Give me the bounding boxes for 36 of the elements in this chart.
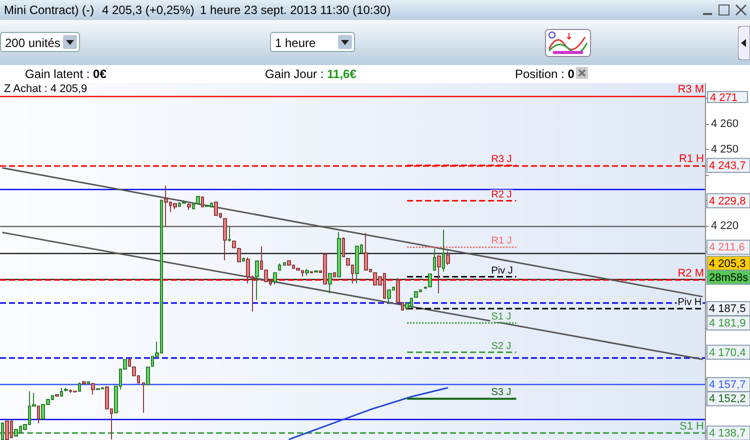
series-label: R3 J xyxy=(491,154,512,165)
text: Gain latent : 0€ xyxy=(25,67,106,81)
text: 4 271 xyxy=(707,91,748,104)
series-label: S2 J xyxy=(491,340,512,352)
annotation: 4 229,8 xyxy=(709,195,746,208)
ref-line-label: S1 H xyxy=(680,420,704,433)
text: 4 205,3 (+0,25%) xyxy=(102,3,194,17)
annotation: 4 181,9 xyxy=(709,317,746,330)
text: 1 heure xyxy=(275,36,316,50)
text: 200 unités xyxy=(5,36,60,50)
annotation: 4 170,4 xyxy=(709,346,746,359)
text: Position : 0 xyxy=(515,67,574,81)
series-label: Piv J xyxy=(491,265,513,276)
y-tick-label: 4 260 xyxy=(711,118,739,130)
y-tick-label: 4 250 xyxy=(711,143,739,156)
ref-line-label: R3 M xyxy=(678,83,704,96)
annotation: Z Achat : 4 205,9 xyxy=(4,83,88,95)
chart-title: Mini Contract) (-) xyxy=(4,3,94,17)
annotation: 4 157,7 xyxy=(709,379,746,392)
series-label: S1 J xyxy=(491,311,512,322)
series-label: R1 J xyxy=(491,236,512,247)
text: 28m58s xyxy=(709,272,749,284)
annotation: 4 243,7 xyxy=(709,160,746,172)
text: 1 heure 23 sept. 2013 11:30 (10:30) xyxy=(200,3,391,17)
annotation: 4 152,2 xyxy=(709,393,746,406)
series-label: Piv H xyxy=(678,297,702,308)
series-label: R2 J xyxy=(491,189,512,200)
annotation: 4 138,7 xyxy=(709,428,746,440)
annotation: 4 187,5 xyxy=(709,303,746,316)
annotation: 4 205,3 xyxy=(709,258,746,270)
annotation: 4 211,6 xyxy=(709,242,745,254)
ref-line-label: R1 H xyxy=(678,152,704,165)
y-tick-label: 4 220 xyxy=(711,220,739,232)
series-label: S3 J xyxy=(491,387,512,398)
text: Gain Jour : 11,6€ xyxy=(265,67,356,81)
ref-line-label: R2 M xyxy=(678,268,704,280)
